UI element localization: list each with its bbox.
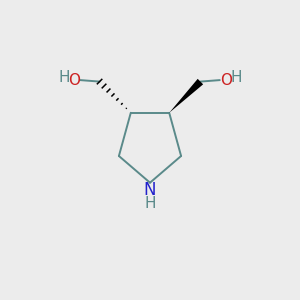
Text: H: H [230,70,242,85]
Polygon shape [169,79,203,113]
Text: H: H [58,70,70,85]
Text: H: H [144,196,156,211]
Text: O: O [68,73,80,88]
Text: O: O [220,73,232,88]
Text: N: N [144,181,156,199]
